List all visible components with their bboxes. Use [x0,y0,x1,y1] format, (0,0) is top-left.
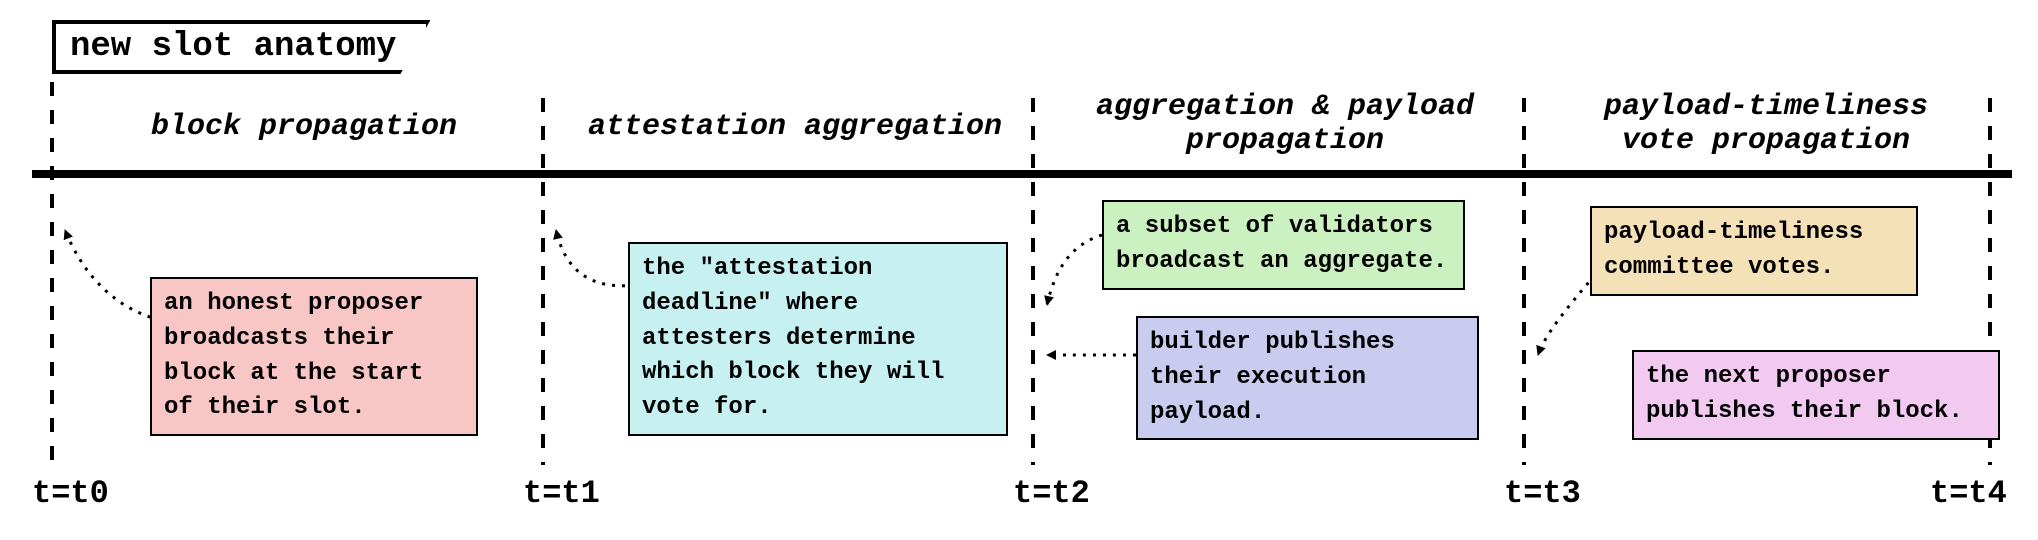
phase-attestation-aggregation: attestation aggregation [567,110,1023,144]
title-banner: new slot anatomy [52,20,430,74]
arrow-a5 [1538,275,1595,355]
note-pt-committee-votes: payload-timeliness committee votes. [1590,206,1918,296]
diagram-container: new slot anatomy block propagation attes… [20,20,2020,520]
arrow-a1 [65,230,160,320]
note-attestation-deadline: the "attestation deadline" where atteste… [628,242,1008,436]
phase-pt-vote-propagation: payload-timelinessvote propagation [1548,90,1984,158]
arrow-a2 [556,230,635,286]
time-label-t4: t=t4 [1930,475,2007,512]
time-label-t0: t=t0 [32,475,109,512]
title-text: new slot anatomy [70,28,396,66]
phase-agg-payload-propagation: aggregation & payloadpropagation [1057,90,1513,158]
note-builder-publishes: builder publishes their execution payloa… [1136,316,1479,440]
note-proposer-broadcast: an honest proposer broadcasts their bloc… [150,277,478,436]
note-validators-aggregate: a subset of validators broadcast an aggr… [1102,200,1465,290]
time-label-t3: t=t3 [1504,475,1581,512]
arrow-a3 [1047,235,1102,305]
time-label-t2: t=t2 [1013,475,1090,512]
timeline-bar [32,170,2012,178]
note-next-proposer: the next proposer publishes their block. [1632,350,2000,440]
phase-block-propagation: block propagation [76,110,532,144]
time-label-t1: t=t1 [523,475,600,512]
